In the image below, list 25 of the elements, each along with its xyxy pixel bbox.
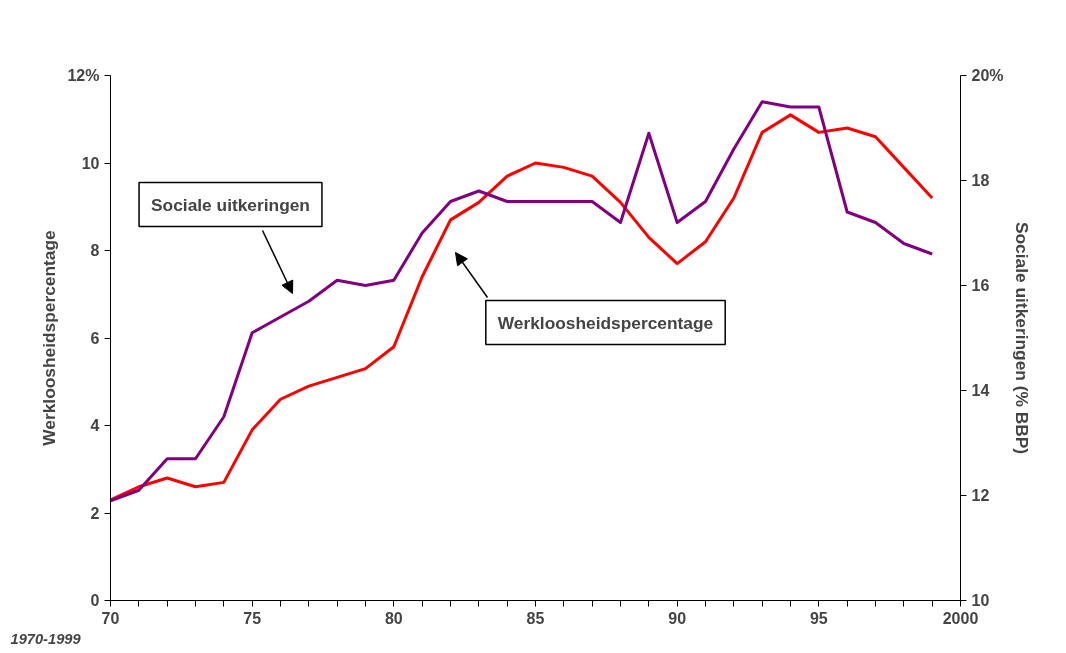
y-tick-label: 10	[81, 154, 100, 172]
x-tick-label: 90	[668, 609, 687, 627]
y2-tick-label: 16	[971, 277, 990, 294]
y2-tick-label: 18	[971, 172, 990, 189]
y-tick-label: 2	[90, 504, 100, 522]
y-tick-label: 8	[90, 242, 100, 259]
text: 1970-1999	[10, 630, 82, 647]
y2-tick-label: 10	[971, 592, 990, 609]
y-tick-label: 12%	[67, 67, 100, 84]
annotation: Werkloosheidspercentage	[497, 312, 714, 333]
x-tick-label: 95	[809, 609, 828, 627]
x-tick-label: 80	[384, 609, 403, 627]
y2-tick-label: 14	[971, 382, 990, 399]
y2-tick-label: 20%	[971, 67, 1004, 84]
x-tick-label: 2000	[942, 609, 979, 627]
y-tick-label: 4	[90, 417, 100, 434]
x-tick-label: 85	[526, 609, 545, 627]
annotation: Sociale uitkeringen	[151, 194, 310, 215]
y-tick-label: 6	[90, 329, 100, 347]
y-tick-label: 0	[90, 592, 100, 609]
y2-tick-label: 12	[971, 487, 990, 504]
y2-axis-title: Sociale uitkeringen (% BBP)	[1011, 221, 1032, 455]
y-axis-title: Werkloosheidspercentage	[39, 229, 60, 446]
x-tick-label: 75	[243, 609, 262, 627]
x-tick-label: 70	[101, 609, 120, 627]
